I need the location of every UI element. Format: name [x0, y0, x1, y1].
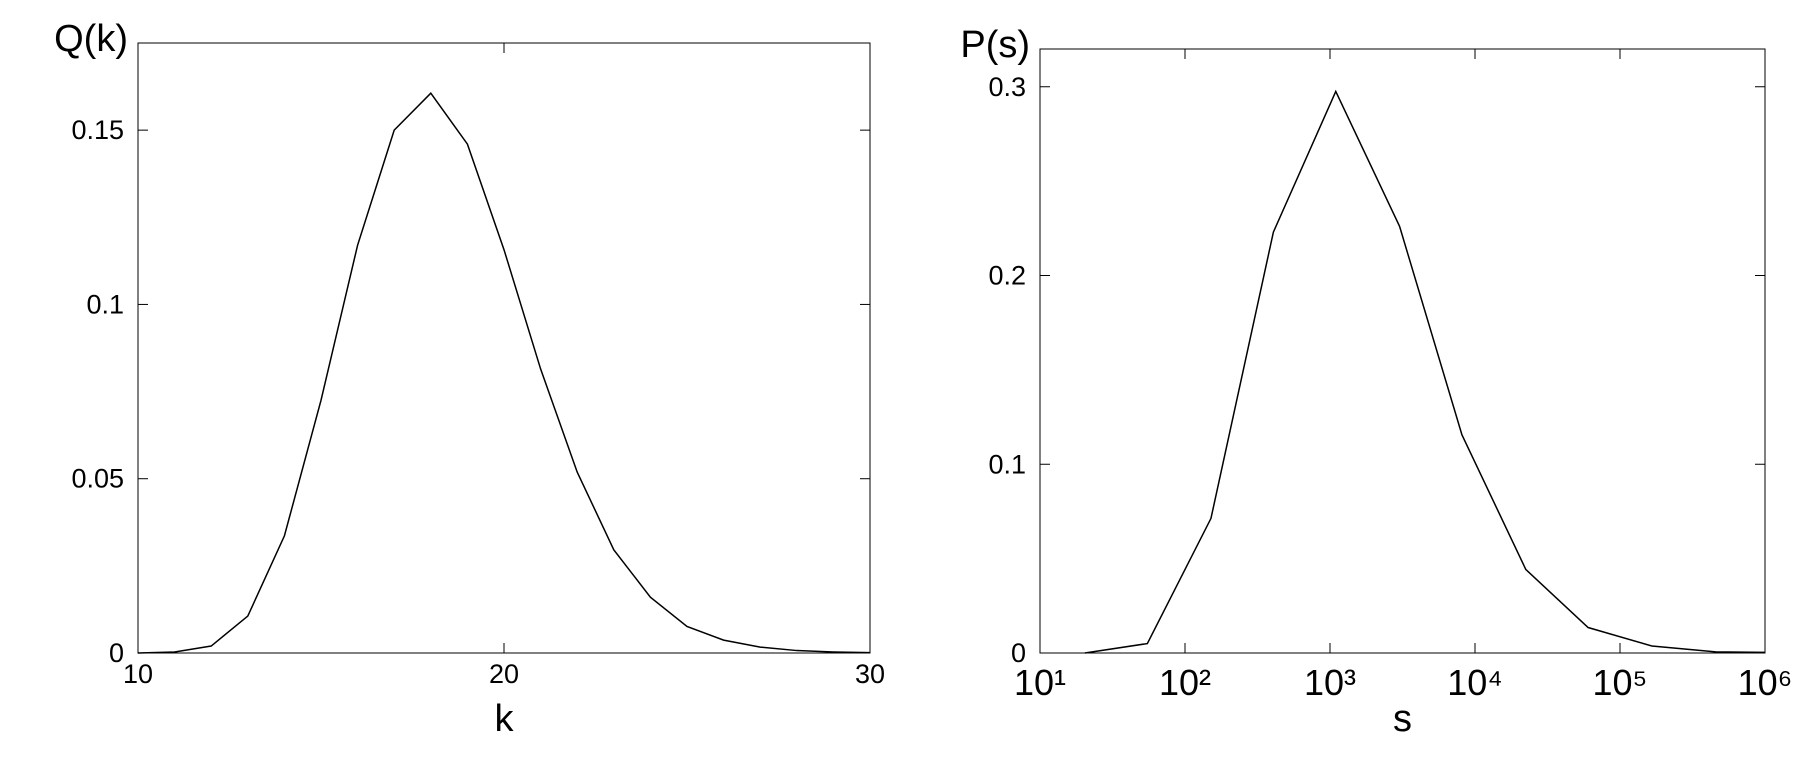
y-tick-label: 0: [1011, 638, 1026, 668]
x-tick-label: 20: [489, 659, 519, 689]
x-axis-label: k: [495, 698, 515, 740]
y-tick-label: 0.2: [988, 261, 1026, 291]
x-tick-label: 10: [123, 659, 153, 689]
plot-frame: [1039, 48, 1766, 654]
y-axis-label: Q(k): [54, 18, 128, 60]
y-tick-label: 0.1: [988, 449, 1026, 479]
x-tick-label: 10³: [1304, 662, 1356, 703]
y-tick-label: 0.1: [86, 289, 124, 319]
x-tick-label: 30: [855, 659, 885, 689]
data-line: [137, 92, 871, 654]
y-tick-label: 0.3: [988, 72, 1026, 102]
x-tick-label: 10⁴: [1447, 662, 1503, 703]
plot-frame: [137, 42, 871, 654]
x-tick-label: 10⁶: [1738, 662, 1793, 703]
x-tick-label: 10¹: [1014, 662, 1066, 703]
y-tick-label: 0.15: [71, 115, 124, 145]
y-tick-label: 0.05: [71, 464, 124, 494]
x-axis-label: s: [1393, 698, 1412, 740]
x-tick-label: 10²: [1159, 662, 1211, 703]
data-line: [1084, 89, 1766, 654]
y-tick-label: 0: [109, 638, 124, 668]
y-axis-label: P(s): [960, 24, 1030, 66]
x-tick-label: 10⁵: [1593, 662, 1648, 703]
